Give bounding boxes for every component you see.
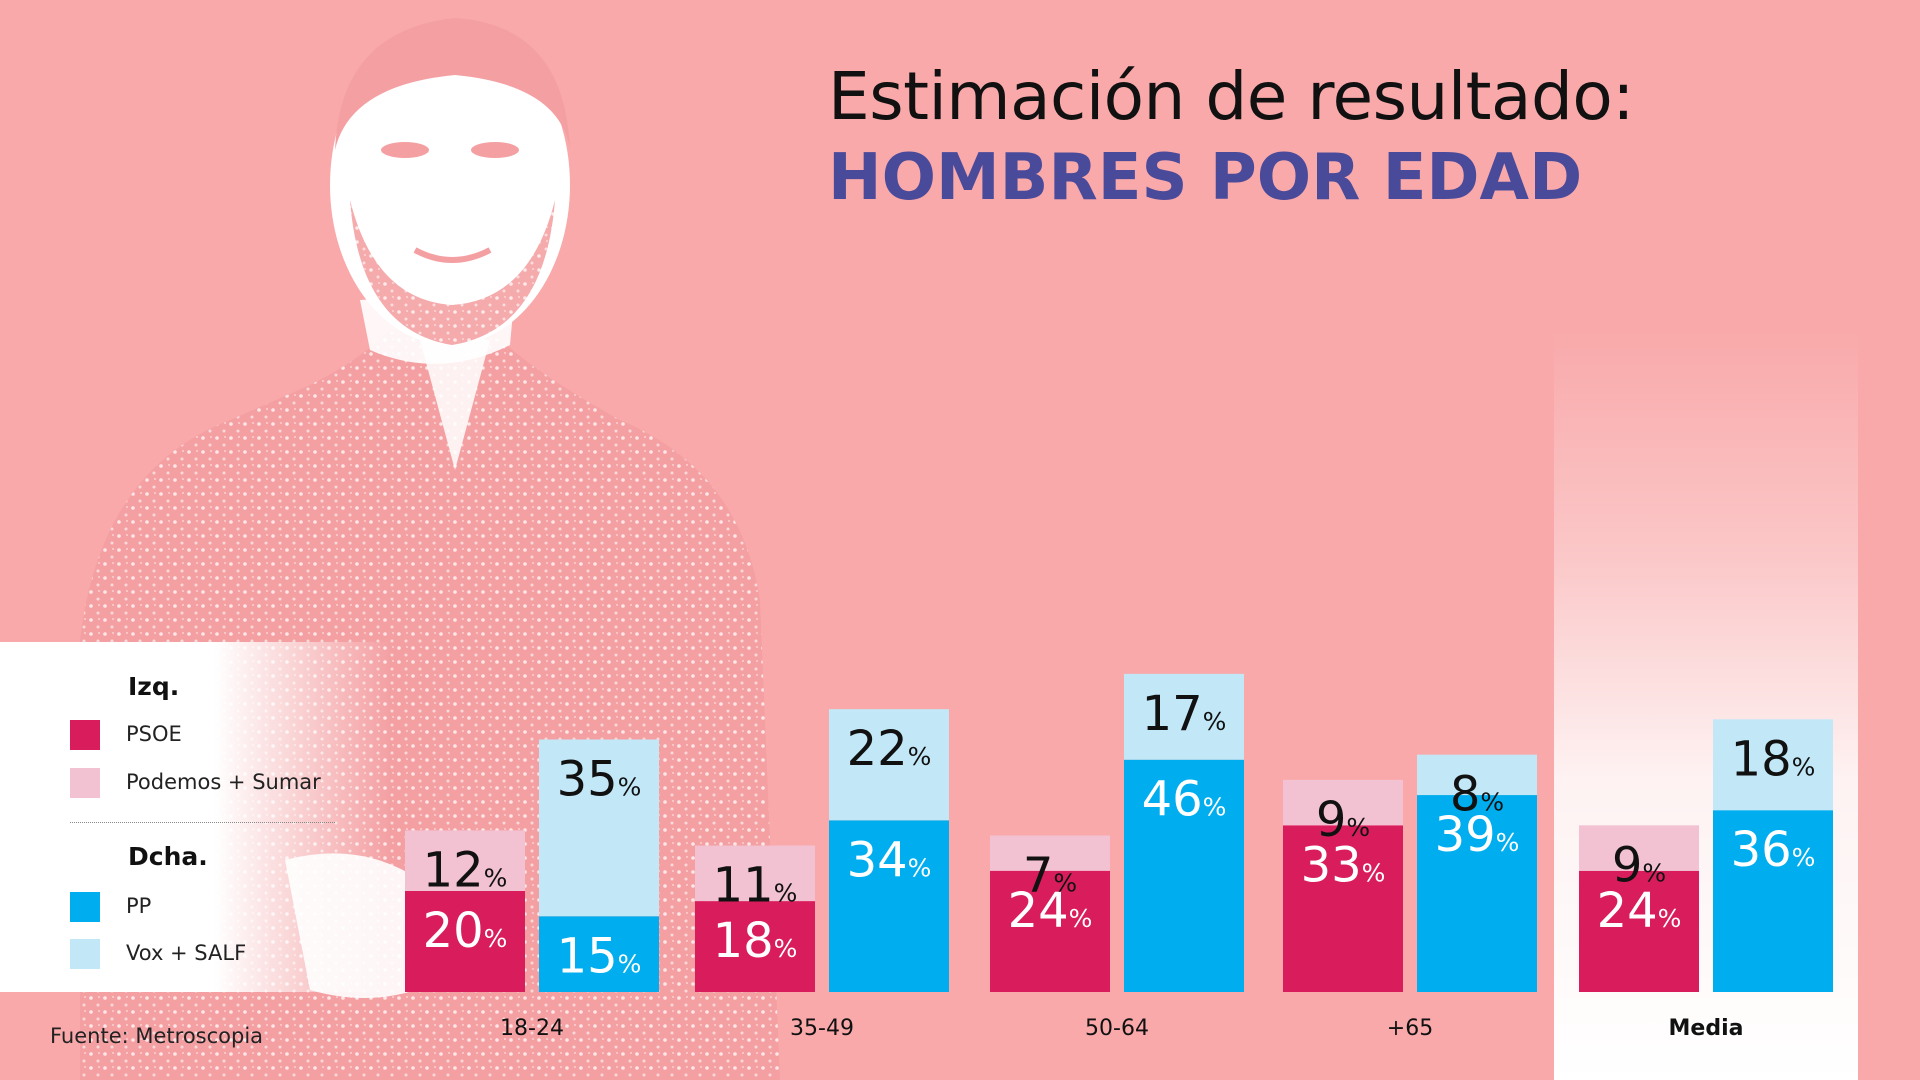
legend-label: Podemos + Sumar [126, 770, 321, 794]
data-label-vox-salf-65: 8% [1450, 767, 1504, 823]
data-label-pp-65: 39% [1435, 807, 1520, 863]
legend-swatch [70, 720, 100, 750]
bar-segment-pp-1824 [539, 916, 659, 992]
bar-segment-vox-salf-65 [1417, 754, 1537, 796]
bar-segment-pp-Media [1713, 810, 1833, 992]
legend: Izq. PSOE Podemos + Sumar Dcha. PP Vox +… [0, 642, 390, 992]
data-label-pp-5064: 46% [1142, 772, 1227, 828]
category-label: 18-24 [500, 1016, 564, 1041]
bar-segment-podemos-sumar-Media [1579, 825, 1699, 871]
bar-segment-psoe-65 [1283, 825, 1403, 992]
bar-segment-podemos-sumar-5064 [990, 835, 1110, 871]
data-label-vox-salf-Media: 18% [1731, 731, 1816, 787]
bar-segment-vox-salf-1824 [539, 739, 659, 917]
category-label: 50-64 [1085, 1016, 1149, 1041]
bar-segment-psoe-5064 [990, 870, 1110, 992]
data-label-podemos-sumar-3549: 11% [713, 858, 798, 914]
source-note: Fuente: Metroscopia [50, 1024, 264, 1048]
data-label-pp-3549: 34% [847, 832, 932, 888]
bar-segment-vox-salf-Media [1713, 719, 1833, 811]
legend-label: PSOE [126, 722, 182, 746]
legend-swatch [70, 939, 100, 969]
data-label-pp-1824: 15% [557, 928, 642, 984]
data-label-vox-salf-5064: 17% [1142, 686, 1227, 742]
bar-segment-vox-salf-5064 [1124, 673, 1244, 760]
bar-segment-psoe-Media [1579, 870, 1699, 992]
data-label-vox-salf-1824: 35% [557, 752, 642, 808]
chart-title: Estimación de resultado: HOMBRES POR EDA… [828, 58, 1635, 215]
data-label-psoe-Media: 24% [1597, 883, 1682, 939]
title-line-2: HOMBRES POR EDAD [828, 141, 1583, 215]
legend-swatch [70, 892, 100, 922]
category-label: Media [1669, 1016, 1744, 1041]
data-label-podemos-sumar-5064: 7% [1023, 847, 1077, 903]
category-label: 35-49 [790, 1016, 854, 1041]
legend-label: PP [126, 894, 152, 918]
data-label-podemos-sumar-Media: 9% [1612, 837, 1666, 893]
legend-label: Vox + SALF [126, 941, 247, 965]
category-label: +65 [1387, 1016, 1433, 1041]
data-label-podemos-sumar-65: 9% [1316, 792, 1370, 848]
legend-swatch [70, 768, 100, 798]
data-label-psoe-1824: 20% [423, 903, 508, 959]
bar-segment-podemos-sumar-3549 [695, 845, 815, 902]
bar-segment-pp-65 [1417, 795, 1537, 992]
data-label-pp-Media: 36% [1731, 822, 1816, 878]
data-label-psoe-65: 33% [1301, 837, 1386, 893]
bar-segment-podemos-sumar-1824 [405, 830, 525, 891]
bar-segment-psoe-3549 [695, 901, 815, 992]
bar-segment-podemos-sumar-65 [1283, 779, 1403, 826]
bar-segment-psoe-1824 [405, 891, 525, 992]
bar-segment-pp-3549 [829, 820, 949, 992]
bar-segment-vox-salf-3549 [829, 709, 949, 821]
legend-heading-right: Dcha. [128, 842, 208, 871]
legend-divider [70, 822, 335, 823]
data-label-psoe-3549: 18% [713, 913, 798, 969]
bar-segment-pp-5064 [1124, 759, 1244, 992]
data-label-podemos-sumar-1824: 12% [423, 842, 508, 898]
legend-heading-left: Izq. [128, 672, 180, 701]
data-label-psoe-5064: 24% [1008, 883, 1093, 939]
title-line-1: Estimación de resultado: [828, 58, 1635, 135]
data-label-vox-salf-3549: 22% [847, 721, 932, 777]
